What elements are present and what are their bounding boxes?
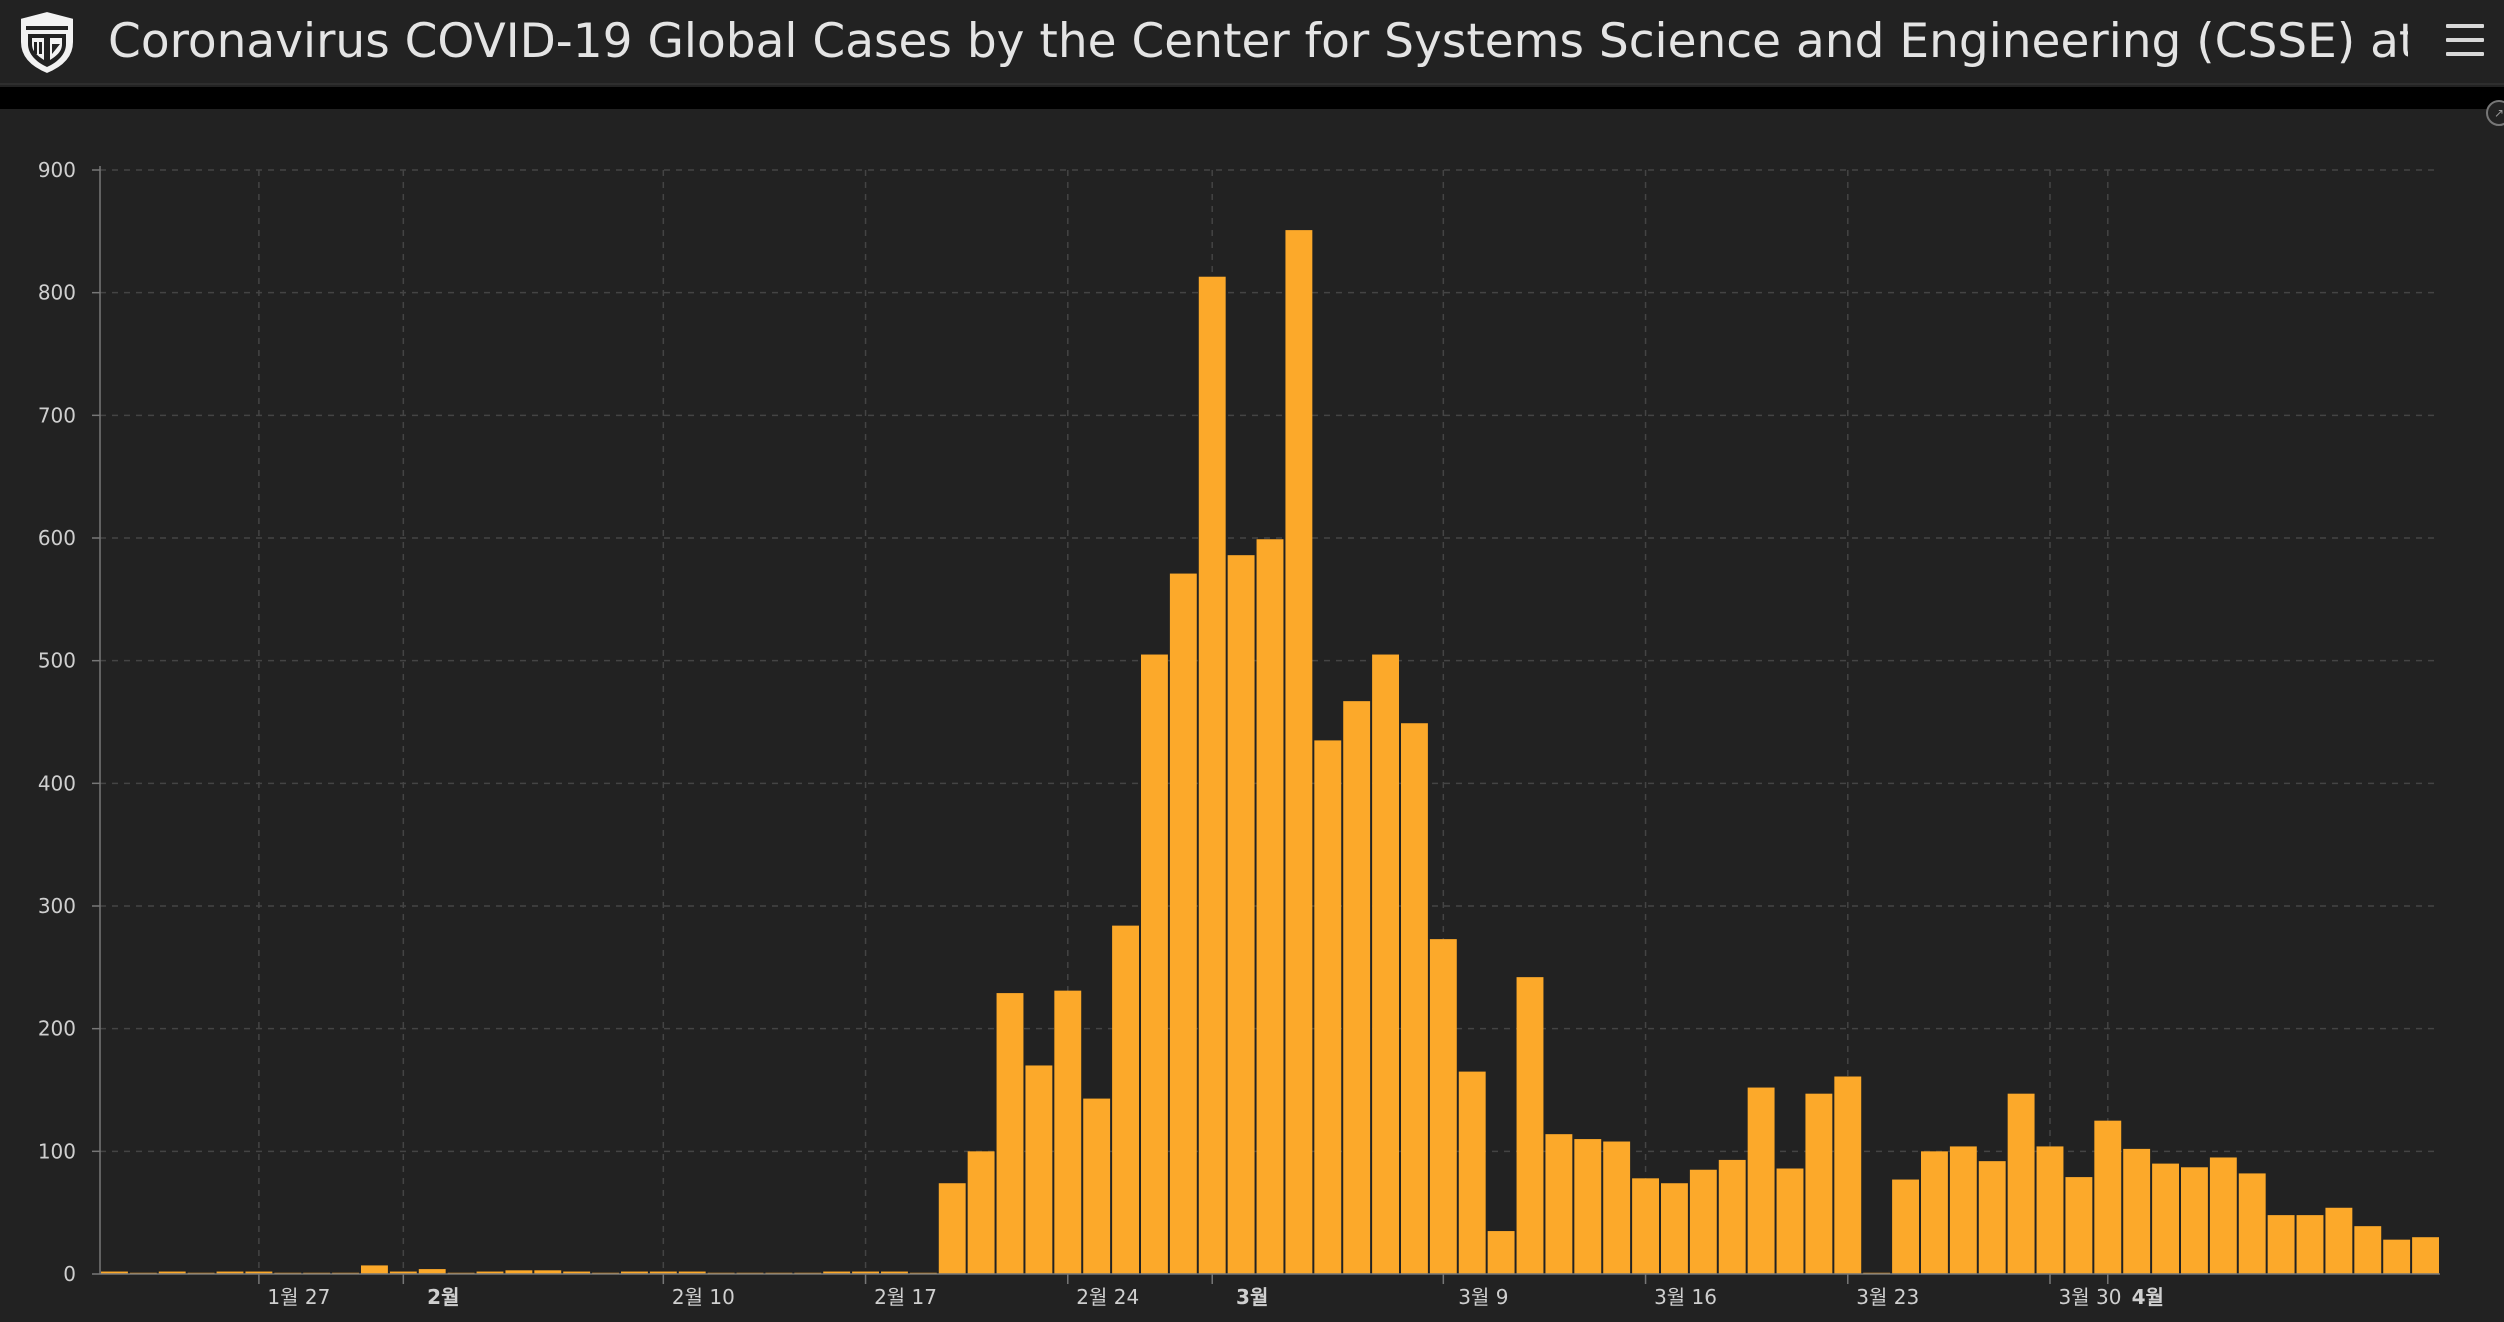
bar[interactable]: [2181, 1167, 2208, 1274]
x-tick-label: 2월 17: [874, 1285, 937, 1309]
y-tick-label: 400: [38, 771, 76, 795]
bar[interactable]: [678, 1271, 706, 1274]
bar[interactable]: [2325, 1207, 2353, 1274]
bar[interactable]: [2065, 1177, 2093, 1274]
bar[interactable]: [1689, 1169, 1717, 1274]
bar[interactable]: [418, 1269, 446, 1274]
bar[interactable]: [389, 1271, 417, 1274]
x-tick-label: 2월: [427, 1285, 459, 1309]
bar[interactable]: [1776, 1168, 1804, 1274]
bar[interactable]: [1921, 1151, 1948, 1274]
bar[interactable]: [476, 1271, 504, 1274]
bar[interactable]: [101, 1271, 128, 1274]
x-tick-label: 4월: [2132, 1285, 2164, 1309]
bar[interactable]: [1487, 1231, 1515, 1274]
bar[interactable]: [649, 1271, 677, 1274]
bar[interactable]: [996, 993, 1024, 1274]
bar[interactable]: [1372, 654, 1399, 1274]
bar[interactable]: [1083, 1098, 1111, 1274]
bar[interactable]: [1834, 1076, 1862, 1274]
bar[interactable]: [1603, 1141, 1631, 1274]
page-title: Coronavirus COVID-19 Global Cases by the…: [108, 14, 2408, 69]
bar[interactable]: [1978, 1161, 2006, 1274]
bar[interactable]: [1661, 1183, 1688, 1274]
bar[interactable]: [245, 1271, 273, 1274]
y-tick-label: 900: [38, 158, 76, 182]
bar[interactable]: [1516, 977, 1544, 1274]
bar[interactable]: [852, 1271, 879, 1274]
y-tick-label: 100: [38, 1139, 76, 1163]
bar[interactable]: [1747, 1087, 1775, 1274]
bar[interactable]: [938, 1183, 966, 1274]
bar[interactable]: [823, 1271, 851, 1274]
bar[interactable]: [2123, 1148, 2151, 1274]
bar[interactable]: [1169, 573, 1197, 1274]
bar[interactable]: [2354, 1226, 2382, 1274]
bar[interactable]: [1112, 925, 1139, 1274]
y-tick-label: 200: [38, 1017, 76, 1041]
bar-chart: 0 100 200 300 400 500 600 700 800 900 1월 27 2월 2월 10…: [38, 158, 2440, 1309]
bar[interactable]: [1025, 1065, 1053, 1274]
y-tick-label: 500: [38, 649, 76, 673]
bar[interactable]: [1198, 276, 1226, 1275]
bar[interactable]: [1574, 1139, 1602, 1274]
bar[interactable]: [2238, 1173, 2266, 1274]
bar[interactable]: [1718, 1159, 1746, 1274]
bar[interactable]: [1343, 701, 1371, 1274]
y-tick-label: 0: [63, 1262, 76, 1286]
bar[interactable]: [2296, 1215, 2324, 1274]
x-tick-label: 2월 24: [1076, 1285, 1139, 1309]
bar[interactable]: [1054, 990, 1082, 1274]
bar[interactable]: [2007, 1093, 2035, 1274]
bar[interactable]: [158, 1271, 186, 1274]
bar[interactable]: [1401, 723, 1428, 1274]
university-shield-icon[interactable]: [16, 8, 78, 76]
bar[interactable]: [2152, 1163, 2179, 1274]
x-tick-label: 3월: [1236, 1285, 1268, 1309]
x-tick-label: 2월 10: [672, 1285, 735, 1309]
y-tick-label: 600: [38, 526, 76, 550]
bar[interactable]: [216, 1271, 244, 1274]
bar[interactable]: [881, 1271, 908, 1274]
bar[interactable]: [2209, 1157, 2237, 1274]
bar[interactable]: [1429, 939, 1457, 1274]
bar[interactable]: [361, 1265, 388, 1274]
header-bar: Coronavirus COVID-19 Global Cases by the…: [0, 0, 2504, 85]
bar[interactable]: [563, 1271, 591, 1274]
bar[interactable]: [2267, 1215, 2295, 1274]
bar[interactable]: [1805, 1093, 1833, 1274]
y-tick-label: 800: [38, 281, 76, 305]
bar[interactable]: [1256, 539, 1284, 1274]
bar[interactable]: [2412, 1237, 2439, 1274]
bar[interactable]: [1314, 740, 1342, 1274]
x-tick-label: 3월 30: [2059, 1285, 2122, 1309]
hamburger-menu-icon[interactable]: [2444, 20, 2486, 60]
collapse-icon[interactable]: ↗: [2486, 100, 2504, 126]
divider-band: [0, 87, 2504, 109]
y-tick-label: 700: [38, 403, 76, 427]
bar[interactable]: [1458, 1071, 1486, 1274]
daily-cases-chart: 0 100 200 300 400 500 600 700 800 900 1월 27 2월 2월 10…: [0, 109, 2504, 1322]
bar[interactable]: [1892, 1179, 1919, 1274]
bar[interactable]: [1285, 230, 1313, 1274]
bar[interactable]: [967, 1151, 995, 1274]
bar[interactable]: [1632, 1178, 1659, 1274]
bar[interactable]: [2383, 1239, 2411, 1274]
bar[interactable]: [2036, 1146, 2064, 1274]
bar[interactable]: [534, 1270, 562, 1274]
x-tick-label: 3월 23: [1856, 1285, 1919, 1309]
x-tick-label: 1월 27: [267, 1285, 330, 1309]
bar[interactable]: [1227, 555, 1255, 1274]
x-tick-label: 3월 16: [1654, 1285, 1717, 1309]
bar[interactable]: [1949, 1146, 1977, 1274]
bar[interactable]: [1545, 1134, 1573, 1274]
bar[interactable]: [1141, 654, 1168, 1274]
x-tick-label: 3월 9: [1458, 1285, 1508, 1309]
bar[interactable]: [621, 1271, 648, 1274]
bar[interactable]: [505, 1270, 533, 1274]
y-tick-label: 300: [38, 894, 76, 918]
bar[interactable]: [2094, 1120, 2122, 1274]
